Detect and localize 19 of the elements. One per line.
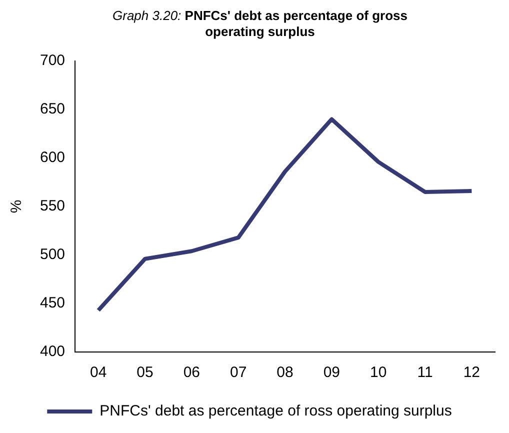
x-tick-label: 12 [463,364,480,382]
y-tick-label: 500 [40,246,66,264]
y-tick-label: 650 [40,100,66,118]
x-tick-label: 07 [230,364,247,382]
x-tick-label: 05 [136,364,154,382]
y-axis-title: % [8,200,26,214]
chart-title: Graph 3.20: PNFCs' debt as percentage of gross operating surplus [112,8,408,39]
x-tick-label: 08 [276,364,294,382]
x-tick-label: 06 [183,364,200,382]
x-tick-label: 09 [323,364,340,382]
x-tick-label: 10 [370,364,387,382]
legend-label: PNFCs' debt as percentage of ross operating surplus [100,402,452,420]
x-tick-label: 11 [417,364,433,382]
y-tick-label: 400 [40,343,66,360]
y-tick-label: 550 [40,198,66,215]
y-tick-label: 600 [40,149,66,166]
y-tick-label: 450 [40,294,66,312]
x-tick-label: 04 [90,364,107,382]
y-tick-label: 700 [40,52,66,70]
